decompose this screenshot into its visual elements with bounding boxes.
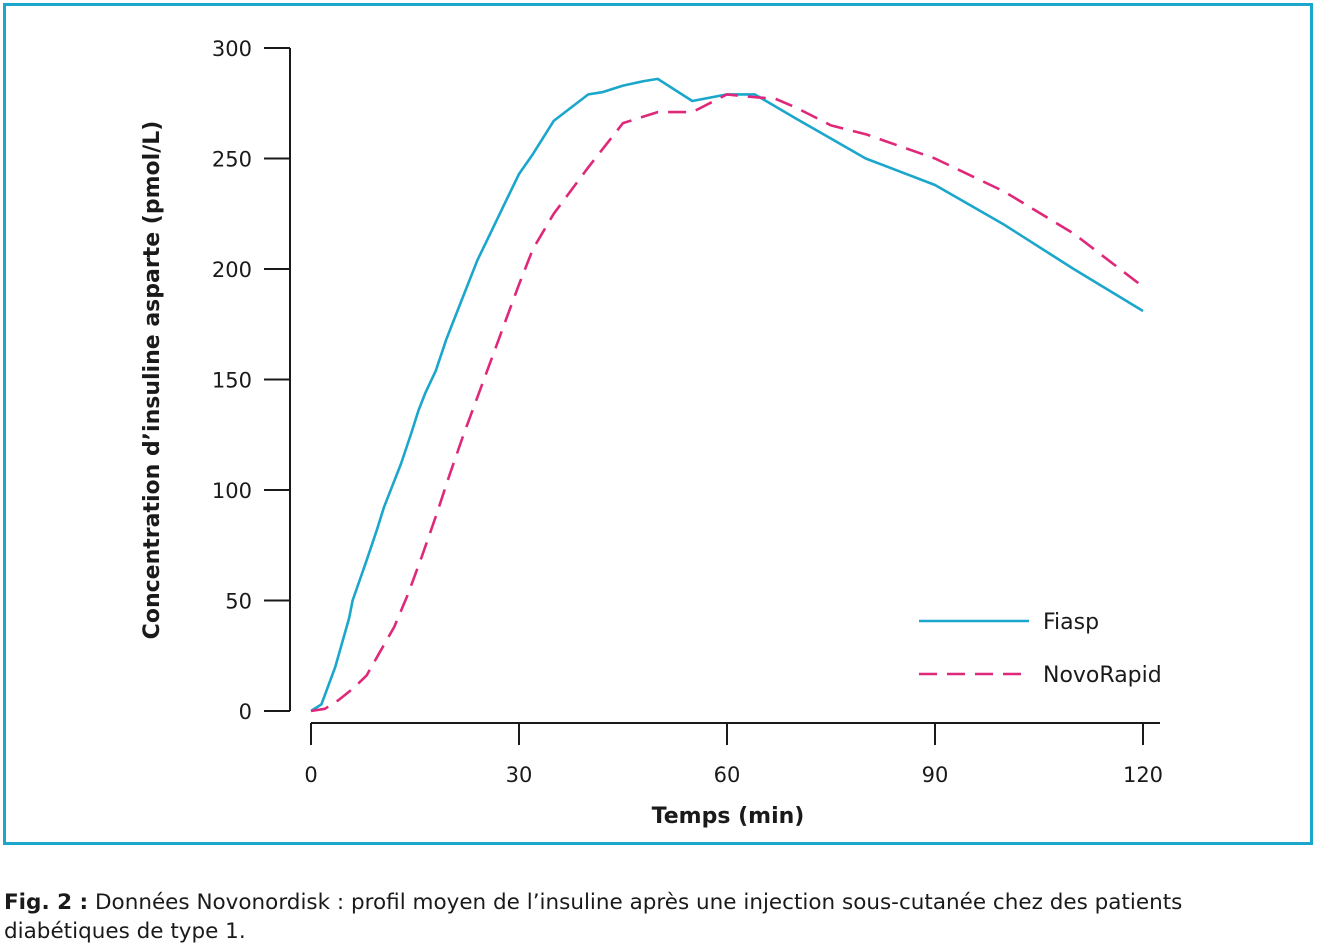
y-tick-label: 250 bbox=[212, 148, 252, 172]
y-tick-label: 300 bbox=[212, 37, 252, 61]
y-tick-label: 200 bbox=[212, 258, 252, 282]
y-tick-label: 50 bbox=[225, 590, 252, 614]
series-line-fiasp bbox=[310, 77, 1144, 713]
x-tick-label: 30 bbox=[506, 763, 533, 787]
x-tick-label: 60 bbox=[714, 763, 741, 787]
y-axis-title: Concentration d’insuline asparte (pmol/L… bbox=[140, 121, 165, 640]
x-axis-title: Temps (min) bbox=[652, 804, 805, 829]
figure-caption: Fig. 2 : Données Novonordisk : profil mo… bbox=[4, 888, 1314, 946]
chart-series bbox=[310, 77, 1144, 713]
line-chart: 0 50 100 150 200 250 300 0 30 60 90 120 Fiasp NovoRa… bbox=[140, 37, 1163, 829]
chart-axes: 0 50 100 150 200 250 300 0 30 60 90 120 bbox=[212, 37, 1163, 787]
x-tick-label: 120 bbox=[1123, 763, 1163, 787]
caption-label: Fig. 2 : bbox=[4, 890, 89, 915]
series-line-novorapid bbox=[310, 93, 1144, 713]
y-tick-label: 0 bbox=[239, 700, 252, 724]
chart-legend: Fiasp NovoRapid bbox=[919, 610, 1162, 688]
legend-label-fiasp: Fiasp bbox=[1043, 610, 1099, 635]
y-tick-label: 100 bbox=[212, 479, 252, 503]
legend-label-novorapid: NovoRapid bbox=[1043, 663, 1162, 688]
figure-frame bbox=[3, 3, 1313, 845]
x-tick-label: 90 bbox=[922, 763, 949, 787]
x-tick-label: 0 bbox=[304, 763, 317, 787]
y-tick-label: 150 bbox=[212, 369, 252, 393]
caption-text: Données Novonordisk : profil moyen de l’… bbox=[4, 890, 1183, 944]
